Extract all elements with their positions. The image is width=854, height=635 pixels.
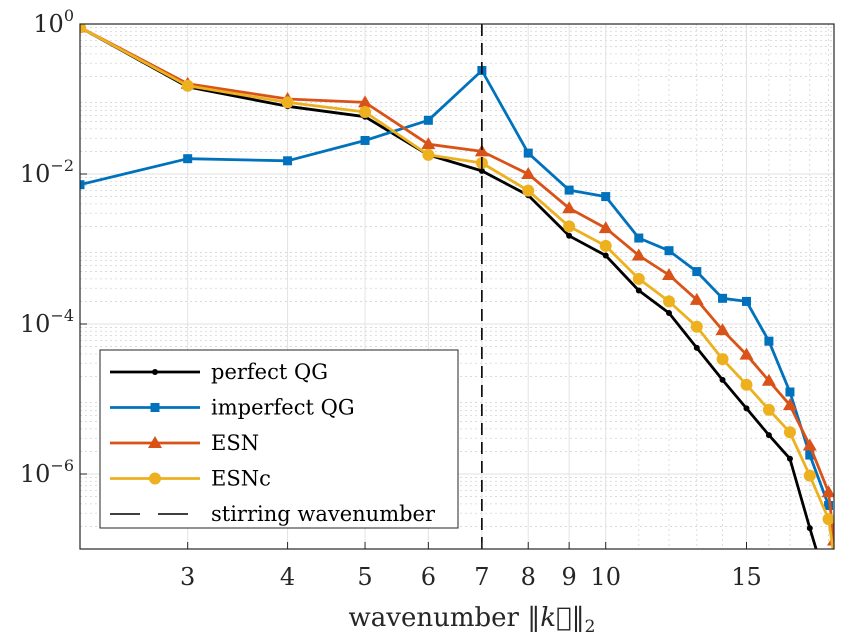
x-tick-label: 5	[357, 563, 372, 591]
x-axis-label: wavenumber ‖k⃗‖2	[349, 603, 596, 635]
legend-marker	[150, 403, 160, 412]
data-point	[181, 79, 194, 92]
data-point	[663, 295, 676, 308]
legend-label: ESN	[211, 431, 259, 455]
x-axis-ticks: 3 4 5 6 7 8 9 10 15	[180, 542, 762, 591]
data-point	[662, 268, 677, 281]
data-point	[601, 192, 611, 202]
legend-marker	[152, 369, 158, 375]
x-tick-label: 10	[590, 563, 621, 591]
data-point	[281, 96, 294, 109]
data-point	[765, 432, 772, 439]
data-point	[743, 405, 750, 412]
legend-label: imperfect QG	[211, 396, 355, 420]
legend-box	[99, 349, 459, 529]
data-point	[692, 267, 702, 277]
data-point	[716, 353, 729, 366]
data-point	[826, 587, 832, 593]
data-point	[422, 148, 435, 161]
legend-label: stirring wavenumber	[211, 502, 436, 526]
x-tick-label: 9	[561, 563, 576, 591]
legend: perfect QG imperfect QG ESN ESNc stirring wa…	[99, 349, 459, 529]
data-point	[421, 137, 436, 150]
data-point	[715, 323, 730, 336]
series-line	[80, 26, 818, 549]
plot-frame	[79, 23, 835, 550]
legend-marker	[148, 436, 162, 448]
data-point	[761, 373, 776, 386]
data-point	[693, 344, 700, 351]
y-tick-label: 10−6	[20, 456, 74, 488]
data-point	[183, 154, 193, 164]
legend-label: perfect QG	[211, 360, 328, 384]
data-point	[739, 347, 754, 360]
data-point	[80, 24, 86, 34]
data-point	[562, 201, 577, 214]
y-tick-label: 10−2	[20, 156, 74, 188]
data-point	[635, 287, 642, 294]
data-point	[423, 115, 433, 125]
data-point	[740, 378, 753, 391]
data-point	[80, 180, 85, 190]
data-point	[741, 296, 751, 306]
data-point	[521, 167, 536, 179]
x-tick-label: 4	[280, 563, 295, 591]
data-point	[522, 184, 535, 197]
data-point	[360, 135, 370, 145]
data-point	[802, 438, 817, 451]
data-point	[564, 185, 574, 195]
x-tick-label: 7	[474, 563, 489, 591]
data-point	[762, 403, 775, 416]
data-point	[664, 246, 674, 256]
data-point	[718, 293, 728, 303]
data-point	[786, 455, 793, 462]
x-tick-label: 8	[521, 563, 536, 591]
legend-label: ESNc	[211, 467, 271, 491]
data-point	[666, 310, 673, 317]
data-point	[566, 232, 573, 239]
data-point	[785, 387, 795, 397]
y-tick-label: 100	[33, 6, 74, 38]
data-point	[821, 485, 834, 498]
data-point	[803, 469, 816, 482]
legend-marker	[149, 472, 161, 485]
data-point	[598, 221, 613, 234]
data-point	[805, 450, 815, 460]
data-point	[719, 376, 726, 383]
data-point	[634, 233, 644, 243]
data-point	[782, 398, 797, 411]
y-tick-label: 10−4	[20, 306, 74, 338]
data-point	[632, 272, 645, 285]
data-point	[478, 167, 485, 174]
data-point	[690, 320, 703, 333]
y-axis-ticks: 100 10−2 10−4 10−6	[20, 6, 87, 488]
data-point	[824, 501, 834, 511]
data-point	[783, 426, 796, 439]
data-point	[599, 239, 612, 252]
data-point	[563, 220, 576, 233]
data-point	[822, 513, 834, 526]
data-point	[474, 144, 489, 157]
x-tick-label: 3	[180, 563, 195, 591]
data-point	[631, 248, 646, 261]
data-point	[806, 525, 813, 532]
data-point	[283, 156, 293, 166]
data-point	[359, 106, 372, 119]
data-point	[828, 550, 840, 562]
data-point	[689, 292, 704, 305]
data-point	[523, 148, 533, 158]
x-tick-label: 15	[731, 563, 762, 591]
x-tick-label: 6	[421, 563, 436, 591]
series-line	[80, 69, 830, 506]
series-layer	[80, 24, 840, 593]
data-point	[764, 336, 774, 346]
data-point	[602, 252, 609, 259]
data-point	[358, 95, 373, 108]
